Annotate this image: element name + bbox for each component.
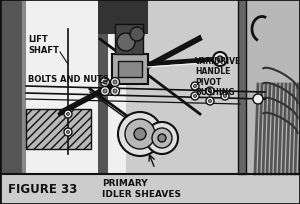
Circle shape — [206, 98, 214, 105]
Circle shape — [130, 28, 144, 42]
Bar — [115, 25, 143, 55]
Circle shape — [191, 83, 199, 91]
Circle shape — [146, 122, 178, 154]
Text: LIFT
SHAFT: LIFT SHAFT — [28, 35, 59, 54]
Circle shape — [67, 131, 70, 134]
Circle shape — [117, 34, 135, 52]
Bar — [22, 0, 26, 174]
Circle shape — [152, 128, 172, 148]
Bar — [98, 0, 108, 174]
Circle shape — [253, 94, 263, 104]
Text: FIGURE 33: FIGURE 33 — [8, 183, 77, 196]
Bar — [238, 0, 246, 174]
Circle shape — [224, 95, 226, 98]
Circle shape — [64, 128, 72, 136]
Circle shape — [125, 119, 155, 149]
Bar — [118, 62, 142, 78]
Circle shape — [100, 78, 109, 87]
Circle shape — [113, 90, 117, 94]
Bar — [26, 110, 91, 149]
Bar — [246, 0, 300, 174]
Circle shape — [208, 90, 211, 93]
Circle shape — [110, 87, 119, 96]
Circle shape — [103, 90, 107, 94]
Bar — [26, 0, 126, 174]
Circle shape — [118, 112, 162, 156]
Circle shape — [100, 87, 109, 96]
Circle shape — [158, 134, 166, 142]
Circle shape — [103, 81, 107, 85]
Bar — [98, 0, 148, 35]
Circle shape — [221, 93, 229, 101]
Circle shape — [213, 53, 227, 67]
Circle shape — [208, 100, 211, 103]
Circle shape — [113, 81, 117, 85]
Bar — [0, 0, 22, 174]
Circle shape — [67, 113, 70, 116]
Circle shape — [194, 95, 196, 98]
Text: BOLTS AND NUTS: BOLTS AND NUTS — [28, 75, 109, 84]
Text: PRIMARY
IDLER SHEAVES: PRIMARY IDLER SHEAVES — [102, 178, 181, 198]
Circle shape — [64, 110, 72, 118]
Circle shape — [110, 78, 119, 87]
Text: VARIDRIVE
HANDLE
PIVOT
BUSHING: VARIDRIVE HANDLE PIVOT BUSHING — [195, 57, 241, 97]
Circle shape — [134, 128, 146, 140]
Bar — [0, 174, 300, 204]
Circle shape — [191, 93, 199, 101]
Circle shape — [206, 88, 214, 95]
Circle shape — [194, 85, 196, 88]
Circle shape — [217, 57, 223, 63]
Bar — [112, 55, 148, 85]
